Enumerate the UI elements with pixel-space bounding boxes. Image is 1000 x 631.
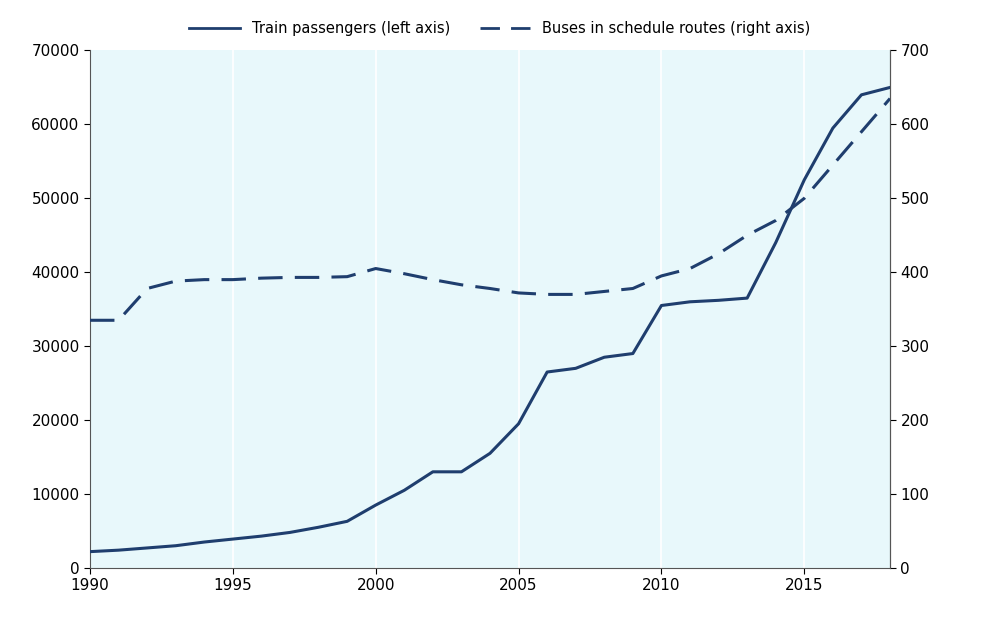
Legend: Train passengers (left axis), Buses in schedule routes (right axis): Train passengers (left axis), Buses in s… <box>184 15 816 42</box>
